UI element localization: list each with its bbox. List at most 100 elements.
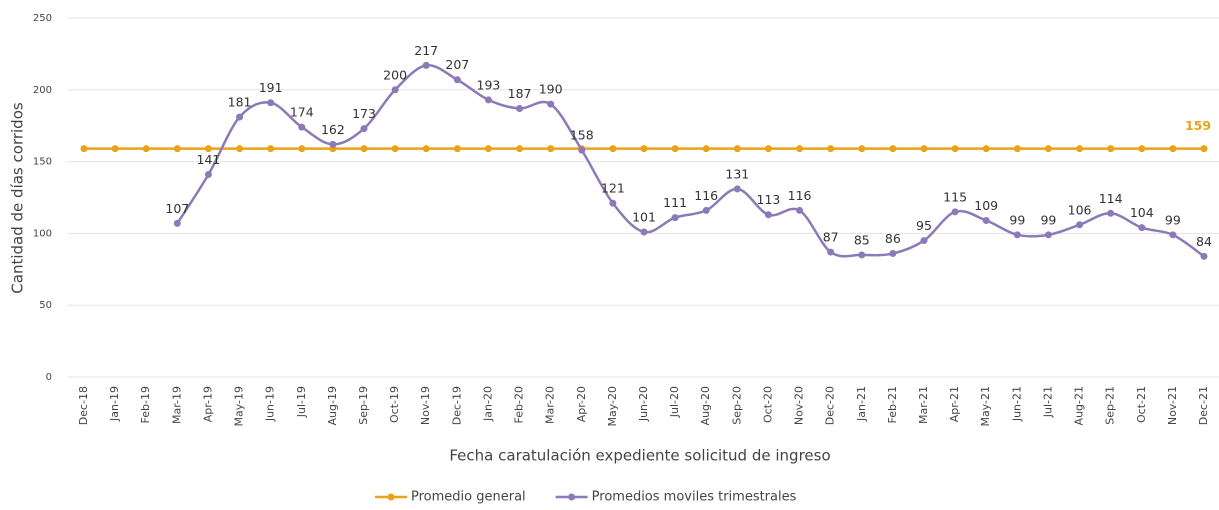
point — [920, 145, 928, 153]
point — [702, 206, 710, 214]
point — [1200, 252, 1208, 260]
point — [360, 125, 368, 133]
x-tick-label: Feb-21 — [886, 386, 899, 423]
data-label: 84 — [1196, 234, 1212, 249]
data-label: 190 — [539, 82, 563, 97]
y-tick-label: 100 — [33, 228, 52, 239]
data-label: 87 — [823, 230, 839, 245]
point — [640, 145, 648, 153]
x-tick-label: Jan-19 — [108, 386, 121, 422]
x-tick-label: Sep-20 — [730, 386, 743, 425]
x-axis-title: Fecha caratulación expediente solicitud … — [449, 447, 830, 465]
point — [1169, 231, 1177, 239]
data-label: 114 — [1099, 191, 1123, 206]
point — [702, 145, 710, 153]
y-tick-label: 250 — [33, 13, 52, 24]
point — [1200, 145, 1208, 153]
data-label: 99 — [1009, 212, 1025, 227]
x-tick-label: Dec-21 — [1197, 386, 1210, 425]
x-tick-label: Jun-21 — [1010, 386, 1023, 422]
point — [1138, 145, 1146, 153]
data-label: 191 — [259, 80, 283, 95]
x-tick-label: May-20 — [606, 386, 619, 427]
point — [858, 145, 866, 153]
point — [1044, 231, 1052, 239]
point — [889, 250, 897, 258]
point — [578, 146, 586, 154]
x-tick-label: Apr-21 — [948, 386, 961, 422]
point — [982, 145, 990, 153]
point — [422, 61, 430, 69]
point — [609, 145, 617, 153]
point — [951, 208, 959, 216]
data-label: 207 — [445, 57, 469, 72]
point — [391, 86, 399, 94]
point — [764, 145, 772, 153]
point — [827, 248, 835, 256]
point — [889, 145, 897, 153]
data-label: 193 — [477, 77, 501, 92]
point — [796, 145, 804, 153]
x-tick-label: Apr-19 — [201, 386, 214, 422]
point — [267, 99, 275, 107]
point — [453, 145, 461, 153]
point — [484, 96, 492, 104]
x-tick-label: Sep-19 — [357, 386, 370, 425]
point — [547, 100, 555, 108]
x-tick-label: Apr-20 — [575, 386, 588, 422]
point — [173, 145, 181, 153]
point — [391, 145, 399, 153]
point — [267, 145, 275, 153]
x-tick-label: Mar-20 — [544, 386, 557, 424]
point — [236, 145, 244, 153]
point — [640, 228, 648, 236]
data-label: 116 — [694, 188, 718, 203]
data-label: 111 — [663, 195, 687, 210]
point — [764, 211, 772, 219]
x-tick-label: Dec-19 — [450, 386, 463, 425]
x-tick-label: May-21 — [979, 386, 992, 427]
data-label: 95 — [916, 218, 932, 233]
series-line — [176, 64, 1205, 258]
point — [827, 145, 835, 153]
x-tick-label: Mar-21 — [917, 386, 930, 424]
data-label: 173 — [352, 106, 376, 121]
x-tick-label: Aug-19 — [326, 386, 339, 425]
point — [671, 214, 679, 222]
data-label: 115 — [943, 189, 967, 204]
y-tick-label: 200 — [33, 85, 52, 96]
data-label: 113 — [757, 192, 781, 207]
point — [80, 145, 88, 153]
point — [516, 145, 524, 153]
point — [111, 145, 119, 153]
data-label: 131 — [725, 166, 749, 181]
point — [1169, 145, 1177, 153]
x-tick-label: Jul-20 — [668, 386, 681, 418]
data-label: 109 — [974, 198, 998, 213]
x-tick-label: Nov-21 — [1166, 386, 1179, 425]
data-label: 99 — [1165, 212, 1181, 227]
point — [1107, 145, 1115, 153]
x-tick-label: Jun-20 — [637, 386, 650, 422]
point — [547, 145, 555, 153]
point — [796, 206, 804, 214]
point — [609, 199, 617, 207]
x-tick-label: Feb-19 — [139, 386, 152, 423]
legend-marker — [568, 493, 576, 501]
point — [360, 145, 368, 153]
data-label: 86 — [885, 231, 901, 246]
legend-marker — [387, 493, 395, 501]
point — [951, 145, 959, 153]
x-tick-label: Aug-21 — [1073, 386, 1086, 425]
x-tick-label: May-19 — [233, 386, 246, 427]
point — [204, 171, 212, 179]
point — [1013, 231, 1021, 239]
point — [236, 113, 244, 121]
x-tick-label: Jun-19 — [264, 386, 277, 422]
x-tick-label: Feb-20 — [513, 386, 526, 423]
point — [1044, 145, 1052, 153]
point — [484, 145, 492, 153]
data-label: 106 — [1068, 202, 1092, 217]
data-label: 101 — [632, 209, 656, 224]
